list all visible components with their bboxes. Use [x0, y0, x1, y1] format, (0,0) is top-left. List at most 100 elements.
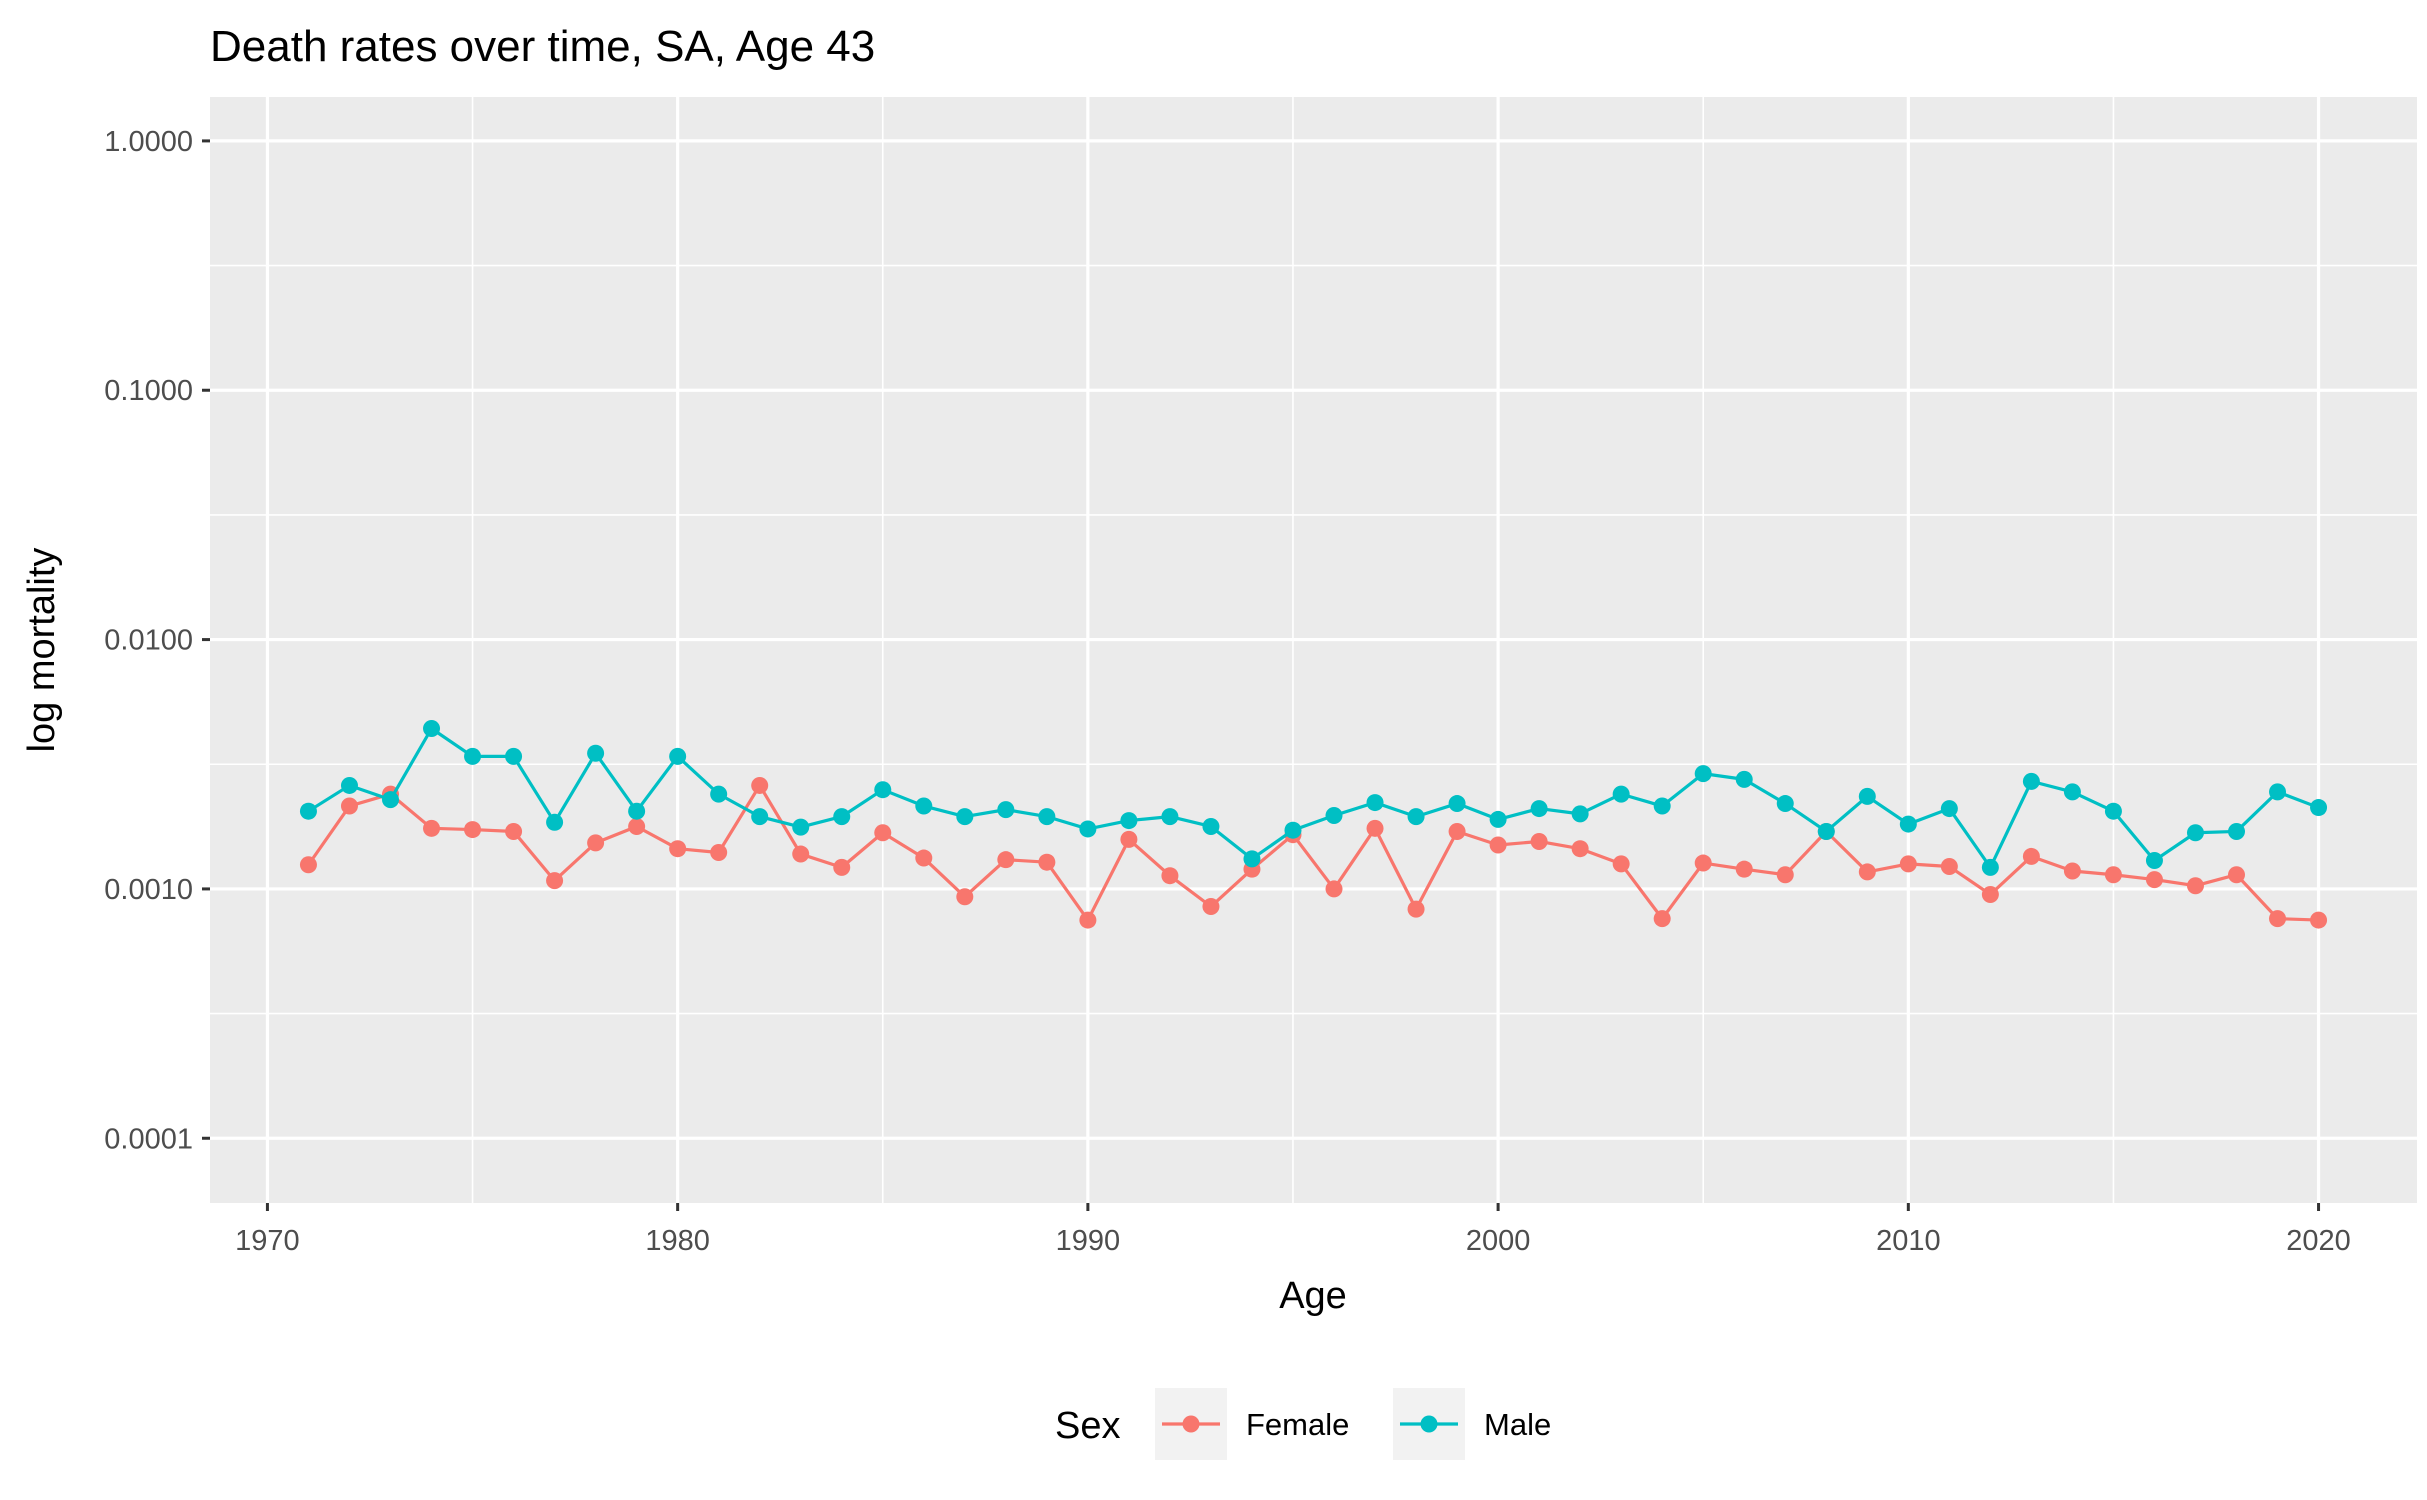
y-tick-label: 0.0010: [104, 874, 193, 906]
data-point-male: [340, 776, 358, 794]
data-point-female: [340, 797, 358, 815]
data-point-male: [751, 808, 769, 826]
data-point-female: [1981, 885, 1999, 903]
data-point-female: [915, 849, 933, 867]
x-tick-label: 2000: [1466, 1225, 1531, 1257]
y-tick-label: 0.0001: [104, 1123, 193, 1155]
data-point-male: [1407, 808, 1425, 826]
data-point-female: [1161, 867, 1179, 885]
data-point-male: [505, 747, 523, 765]
data-point-male: [1366, 794, 1384, 812]
data-point-male: [1694, 765, 1712, 783]
x-axis-title: Age: [1279, 1275, 1347, 1317]
x-tick-label: 1970: [235, 1225, 300, 1257]
legend-label-female: Female: [1246, 1407, 1349, 1442]
x-tick-label: 2020: [2286, 1225, 2351, 1257]
data-point-male: [710, 785, 728, 803]
data-point-female: [423, 819, 441, 837]
data-point-female: [1325, 880, 1343, 898]
series-layer: [299, 719, 2328, 929]
data-point-male: [2063, 783, 2081, 801]
data-point-male: [1079, 820, 1097, 838]
data-point-male: [2269, 783, 2287, 801]
y-tick-label: 1.0000: [104, 126, 193, 158]
y-axis-title: log mortality: [21, 548, 63, 753]
chart-title: Death rates over time, SA, Age 43: [210, 22, 875, 71]
data-point-female: [587, 834, 605, 852]
legend-title: Sex: [1055, 1405, 1120, 1447]
legend-label-male: Male: [1484, 1407, 1551, 1442]
axis-ticks: [202, 139, 2321, 1211]
data-point-female: [1899, 855, 1917, 873]
data-point-female: [710, 843, 728, 861]
data-point-male: [1448, 795, 1466, 813]
data-point-male: [915, 797, 933, 815]
data-point-female: [1202, 898, 1220, 916]
legend: Sex Female Male: [1055, 1388, 1551, 1460]
data-point-female: [2104, 866, 2122, 884]
legend-item-female: Female: [1155, 1388, 1349, 1460]
data-point-female: [956, 888, 974, 906]
data-point-female: [1489, 836, 1507, 854]
data-point-female: [1038, 853, 1056, 871]
data-point-female: [751, 776, 769, 794]
data-point-male: [1981, 858, 1999, 876]
data-point-male: [1653, 797, 1671, 815]
data-point-male: [1161, 808, 1179, 826]
data-point-male: [381, 791, 399, 809]
x-tick-label: 2010: [1876, 1225, 1941, 1257]
data-point-male: [874, 781, 892, 799]
data-point-female: [669, 840, 687, 858]
data-point-female: [628, 817, 646, 835]
data-point-male: [628, 802, 646, 820]
data-point-female: [464, 821, 482, 839]
x-tick-labels: 1970 1980 1990 2000 2010 2020: [235, 1225, 2351, 1257]
data-point-male: [2228, 822, 2246, 840]
data-point-female: [1940, 858, 1958, 876]
series-line-male: [307, 726, 2320, 869]
y-tick-label: 0.1000: [104, 375, 193, 407]
plot-panel: [210, 97, 2417, 1203]
data-point-female: [1366, 819, 1384, 837]
data-point-male: [2310, 799, 2328, 817]
legend-point-male: [1420, 1415, 1438, 1433]
data-point-male: [1489, 810, 1507, 828]
x-tick-label: 1990: [1056, 1225, 1121, 1257]
data-point-male: [1530, 800, 1548, 818]
data-point-female: [1407, 900, 1425, 918]
data-point-female: [546, 872, 564, 890]
data-point-male: [997, 801, 1015, 819]
data-point-male: [1038, 808, 1056, 826]
data-point-female: [1653, 910, 1671, 928]
data-point-female: [1571, 840, 1589, 858]
data-point-male: [956, 808, 974, 826]
data-point-male: [1940, 800, 1958, 818]
legend-item-male: Male: [1393, 1388, 1551, 1460]
data-point-female: [1448, 822, 1466, 840]
data-point-female: [833, 858, 851, 876]
data-point-male: [546, 813, 564, 831]
grid-minor: [210, 97, 2417, 1203]
grid-major: [210, 97, 2417, 1203]
data-point-female: [505, 822, 523, 840]
data-point-female: [299, 856, 317, 874]
data-point-female: [2269, 910, 2287, 928]
data-point-female: [874, 824, 892, 842]
data-point-male: [1899, 815, 1917, 833]
data-point-male: [1202, 817, 1220, 835]
data-point-male: [1858, 787, 1876, 805]
data-point-male: [1284, 821, 1302, 839]
data-point-female: [1776, 866, 1794, 884]
data-point-male: [1735, 770, 1753, 788]
data-point-male: [464, 747, 482, 765]
legend-point-female: [1182, 1415, 1200, 1433]
data-point-female: [1735, 860, 1753, 878]
data-point-male: [669, 747, 687, 765]
data-point-male: [2022, 772, 2040, 790]
data-point-female: [2310, 911, 2328, 929]
data-point-female: [2063, 862, 2081, 880]
data-point-male: [833, 808, 851, 826]
y-tick-labels: 1.0000 0.1000 0.0100 0.0010 0.0001: [104, 126, 193, 1155]
data-point-female: [2145, 871, 2163, 889]
